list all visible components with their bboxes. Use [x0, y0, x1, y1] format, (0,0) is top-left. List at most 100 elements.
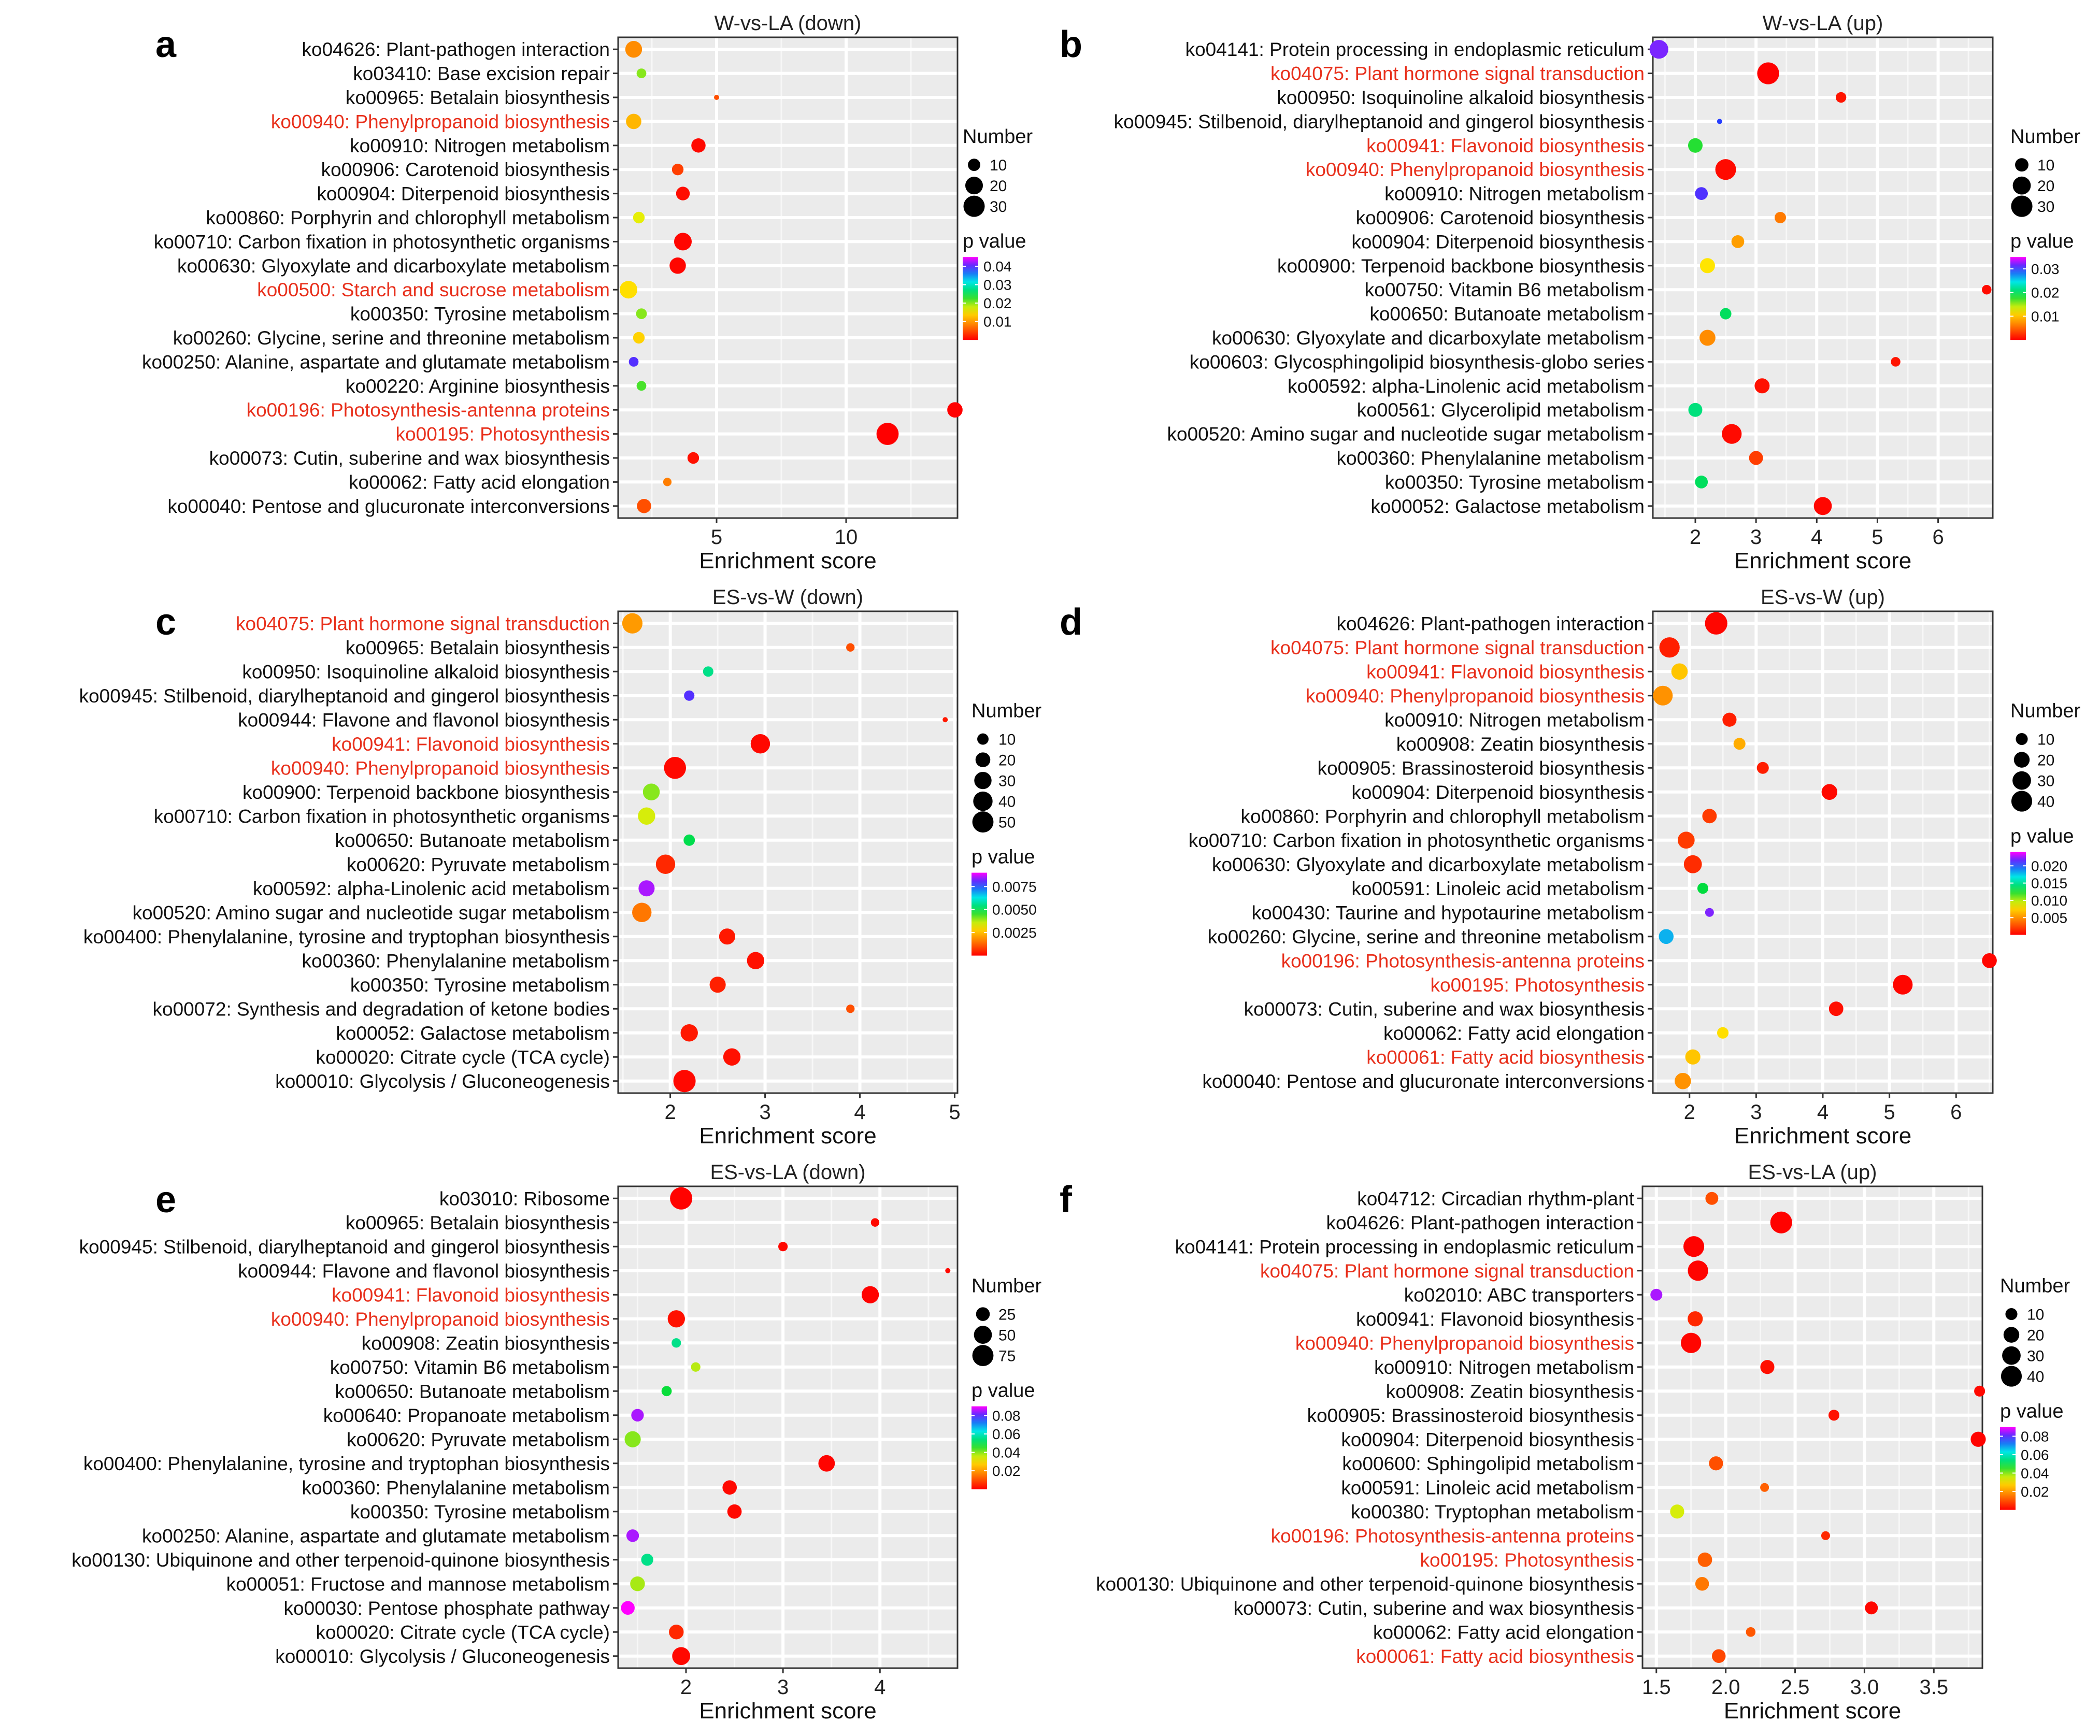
category-label: ko04712: Circadian rhythm-plant — [1357, 1188, 1634, 1209]
data-point — [676, 186, 690, 200]
category-label: ko00910: Nitrogen metabolism — [1384, 183, 1645, 205]
chart-panel-f: f ES-vs-LA (up) ko04712: Circadian rhythm-… — [1060, 1161, 2070, 1724]
data-point — [625, 41, 642, 58]
category-label: ko00710: Carbon fixation in photosynthet… — [154, 231, 610, 252]
x-tick-label: 4 — [1811, 526, 1822, 549]
category-label: ko00908: Zeatin biosynthesis — [1386, 1381, 1634, 1402]
x-tick-label: 2 — [665, 1101, 676, 1124]
data-point — [637, 499, 651, 513]
data-point — [723, 1048, 741, 1066]
data-point — [1677, 831, 1695, 849]
data-point — [1695, 1577, 1709, 1591]
category-label: ko00603: Glycosphingolipid biosynthesis-… — [1190, 351, 1645, 372]
category-label: ko00073: Cutin, suberine and wax biosynt… — [209, 448, 610, 469]
size-legend-swatch — [974, 771, 992, 790]
data-point — [1705, 612, 1727, 635]
data-point — [727, 1504, 742, 1519]
size-legend-title: Number — [963, 126, 1033, 148]
data-point — [846, 643, 855, 652]
data-point — [622, 613, 643, 634]
category-label: ko00965: Betalain biosynthesis — [346, 637, 610, 658]
chart-title: W-vs-LA (up) — [1763, 12, 1883, 35]
data-point — [628, 357, 639, 367]
x-tick-label: 4 — [1817, 1101, 1828, 1124]
data-point — [680, 1024, 698, 1042]
data-point — [1683, 1236, 1705, 1257]
size-legend-title: Number — [2000, 1275, 2070, 1297]
category-label: ko00020: Citrate cycle (TCA cycle) — [316, 1046, 610, 1068]
x-tick-label: 2 — [1690, 526, 1701, 549]
color-legend-title: p value — [963, 231, 1026, 252]
data-point — [1982, 284, 1992, 295]
data-point — [674, 233, 692, 251]
size-legend-label: 40 — [998, 794, 1016, 811]
plot-area — [617, 36, 959, 519]
color-legend-label: 0.01 — [983, 314, 1012, 330]
size-legend-label: 10 — [2027, 1307, 2044, 1324]
category-label: ko04626: Plant-pathogen interaction — [302, 39, 610, 60]
data-point — [670, 1187, 693, 1210]
x-tick-label: 3 — [777, 1676, 789, 1699]
color-legend-bar — [2000, 1427, 2016, 1510]
category-label: ko00196: Photosynthesis-antenna proteins — [1281, 950, 1645, 971]
data-point — [1746, 1627, 1756, 1637]
size-legend-label: 25 — [998, 1307, 1016, 1324]
chart-title: W-vs-LA (down) — [715, 12, 862, 35]
category-label: ko00908: Zeatin biosynthesis — [1396, 734, 1645, 755]
data-point — [1712, 1649, 1726, 1663]
category-label: ko00650: Butanoate metabolism — [1369, 304, 1645, 325]
data-point — [673, 1070, 696, 1093]
category-label: ko00040: Pentose and glucuronate interco… — [167, 496, 610, 517]
category-label: ko00944: Flavone and flavonol biosynthes… — [238, 1260, 610, 1282]
data-point — [1715, 159, 1736, 180]
data-point — [1649, 40, 1668, 59]
data-point — [1828, 1001, 1844, 1016]
color-legend-title: p value — [2000, 1401, 2064, 1423]
color-legend-label: 0.020 — [2031, 858, 2067, 874]
data-point — [626, 113, 641, 130]
category-label: ko00600: Sphingolipid metabolism — [1342, 1453, 1634, 1474]
color-legend-label: 0.0025 — [992, 925, 1037, 941]
plot-border — [1652, 36, 1994, 519]
category-label: ko04075: Plant hormone signal transducti… — [1270, 637, 1645, 658]
size-legend-label: 50 — [998, 1327, 1016, 1344]
category-label: ko00073: Cutin, suberine and wax biosynt… — [1234, 1598, 1634, 1619]
x-tick-label: 3.5 — [1919, 1676, 1948, 1699]
plot-border — [617, 36, 959, 519]
data-point — [1688, 1311, 1703, 1327]
size-legend-swatch — [2001, 1366, 2022, 1387]
category-label: ko04075: Plant hormone signal transducti… — [1270, 63, 1645, 84]
x-axis-label: Enrichment score — [699, 1698, 876, 1724]
data-point — [1688, 138, 1703, 153]
category-label: ko00020: Citrate cycle (TCA cycle) — [316, 1622, 610, 1643]
x-axis-label: Enrichment score — [1734, 548, 1911, 573]
category-label: ko00561: Glycerolipid metabolism — [1357, 399, 1645, 421]
color-legend-bar — [963, 257, 978, 340]
x-tick-label: 4 — [854, 1101, 865, 1124]
data-point — [1697, 883, 1709, 894]
size-legend-swatch — [2011, 195, 2033, 217]
data-point — [1697, 1552, 1712, 1567]
data-point — [663, 478, 672, 486]
x-axis-label: Enrichment score — [699, 1123, 876, 1149]
category-label: ko00941: Flavonoid biosynthesis — [1366, 661, 1645, 682]
category-label: ko00941: Flavonoid biosynthesis — [1366, 135, 1645, 156]
color-legend-label: 0.06 — [992, 1426, 1021, 1442]
category-label: ko00650: Butanoate metabolism — [335, 830, 610, 851]
size-legend-swatch — [2013, 752, 2030, 768]
size-legend-swatch — [963, 195, 985, 217]
data-point — [1683, 855, 1702, 873]
category-label: ko04141: Protein processing in endoplasm… — [1175, 1236, 1634, 1257]
size-legend-label: 40 — [2037, 794, 2054, 811]
category-label: ko00941: Flavonoid biosynthesis — [332, 1284, 610, 1305]
x-axis-label: Enrichment score — [1734, 1123, 1911, 1149]
category-label: ko00400: Phenylalanine, tyrosine and try… — [83, 1453, 610, 1474]
category-label: ko00360: Phenylalanine metabolism — [1337, 448, 1645, 469]
panel-letter-b: b — [1060, 24, 1082, 65]
x-tick-label: 3 — [1750, 526, 1762, 549]
data-point — [667, 1310, 685, 1328]
data-point — [1821, 1531, 1830, 1540]
plot-area — [617, 1185, 959, 1669]
category-label: ko00620: Pyruvate metabolism — [347, 854, 610, 875]
category-label: ko00940: Phenylpropanoid biosynthesis — [1295, 1332, 1634, 1354]
